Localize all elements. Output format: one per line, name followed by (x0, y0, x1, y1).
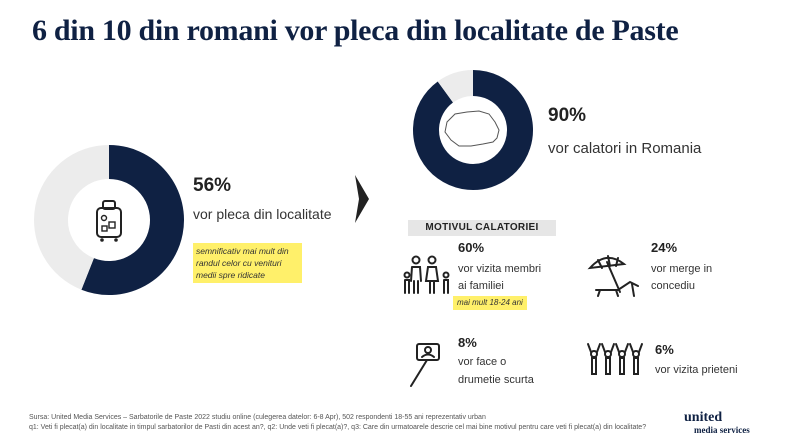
arrow-right-icon (355, 175, 369, 223)
friends-label: vor vizita prieteni (655, 364, 738, 376)
hike-label-line2: drumetie scurta (458, 374, 534, 386)
friends-percentage: 6% (655, 342, 674, 357)
family-label-line2: ai familiei (458, 280, 504, 292)
age-note: mai mult 18-24 ani (453, 296, 527, 310)
vacation-label-line1: vor merge in (651, 263, 713, 275)
family-icon (403, 255, 450, 294)
selfie-stick-icon (410, 343, 440, 387)
leave-percentage: 56% (193, 175, 232, 196)
brand-logo: united media services (684, 410, 750, 436)
romania-label: vor calatori in Romania (548, 140, 702, 157)
donut-slice-other (437, 70, 474, 103)
donut-chart-leave (34, 145, 184, 295)
hike-label-line1: vor face o (458, 356, 507, 368)
friends-group-icon (587, 343, 643, 375)
romania-map-icon (444, 110, 500, 147)
reasons-header: MOTIVUL CALATORIEI (408, 220, 556, 236)
logo-line2: media services (694, 425, 750, 435)
logo-line1: united (684, 410, 723, 425)
source-line: Sursa: United Media Services – Sarbatori… (29, 414, 486, 421)
donut-slice-leave (81, 145, 184, 295)
family-label-line1: vor vizita membri (458, 263, 542, 275)
donut-slice-romania (413, 70, 533, 190)
beach-umbrella-icon (587, 255, 639, 297)
donut-chart-romania (413, 70, 533, 190)
vacation-label-line2: concediu (651, 280, 696, 292)
family-percentage: 60% (458, 240, 485, 255)
donut-slice-remain (34, 145, 110, 290)
income-note: semnificativ mai mult din randul celor c… (193, 243, 302, 283)
vacation-percentage: 24% (651, 240, 678, 255)
suitcase-icon (84, 195, 134, 245)
hike-percentage: 8% (458, 335, 477, 350)
romania-percentage: 90% (548, 105, 587, 126)
questions-line: q1: Veti fi plecat(a) din localitate in … (29, 424, 647, 431)
source-footer: Sursa: United Media Services – Sarbatori… (29, 413, 669, 433)
page-title: 6 din 10 din romani vor pleca din locali… (32, 14, 679, 47)
leave-label: vor pleca din localitate (193, 206, 332, 222)
